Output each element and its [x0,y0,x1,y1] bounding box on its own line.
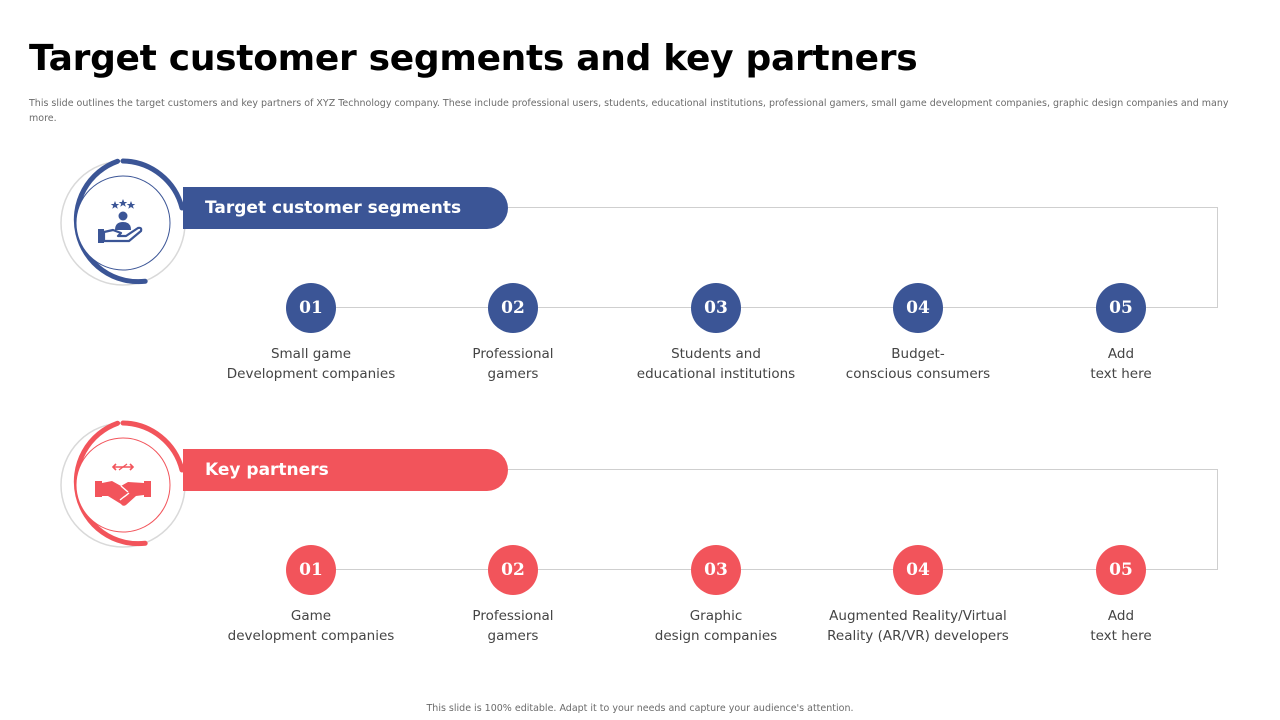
section-badge [58,158,188,288]
step-label: Students and educational institutions [636,346,796,382]
step-number-badge: 04 [893,283,943,333]
step-label: Graphic design companies [654,608,778,644]
partner-step-05: 05 Add text here [1021,545,1221,646]
handshake-icon [88,450,158,520]
timeline-line [311,569,508,570]
step-label: Game development companies [227,608,395,644]
segment-step-01: 01 Small game Development companies [211,283,411,384]
step-label: Professional gamers [472,608,554,644]
step-label: Add text here [1090,608,1152,644]
step-number-badge: 05 [1096,283,1146,333]
step-label: Small game Development companies [226,346,396,382]
step-label: Add text here [1090,346,1152,382]
timeline-line [311,307,508,308]
partner-step-03: 03 Graphic design companies [616,545,816,646]
target-customer-segments-section: Target customer segments 01 Small game De… [0,150,1280,410]
page-subtitle: This slide outlines the target customers… [29,98,1229,124]
step-label: Budget-conscious consumers [845,346,991,382]
footer-note: This slide is 100% editable. Adapt it to… [426,703,854,714]
partner-step-02: 02 Professional gamers [413,545,613,646]
segment-step-04: 04 Budget-conscious consumers [818,283,1018,384]
step-label: Professional gamers [472,346,554,382]
section-heading-banner: Key partners [183,449,508,491]
connector-frame [508,207,1218,308]
connector-frame [508,469,1218,570]
segment-step-03: 03 Students and educational institutions [616,283,816,384]
step-number-badge: 02 [488,545,538,595]
step-number-badge: 03 [691,283,741,333]
segment-step-05: 05 Add text here [1021,283,1221,384]
step-number-badge: 05 [1096,545,1146,595]
page-title: Target customer segments and key partner… [29,38,918,79]
partner-step-01: 01 Game development companies [211,545,411,646]
step-number-badge: 02 [488,283,538,333]
section-heading-banner: Target customer segments [183,187,508,229]
customer-care-hand-icon [88,188,158,258]
partner-step-04: 04 Augmented Reality/Virtual Reality (AR/… [818,545,1018,646]
section-badge [58,420,188,550]
key-partners-section: Key partners 01 Game development companie… [0,412,1280,672]
step-number-badge: 01 [286,283,336,333]
step-number-badge: 01 [286,545,336,595]
step-label: Augmented Reality/Virtual Reality (AR/VR)… [827,608,1009,644]
segment-step-02: 02 Professional gamers [413,283,613,384]
step-number-badge: 04 [893,545,943,595]
step-number-badge: 03 [691,545,741,595]
